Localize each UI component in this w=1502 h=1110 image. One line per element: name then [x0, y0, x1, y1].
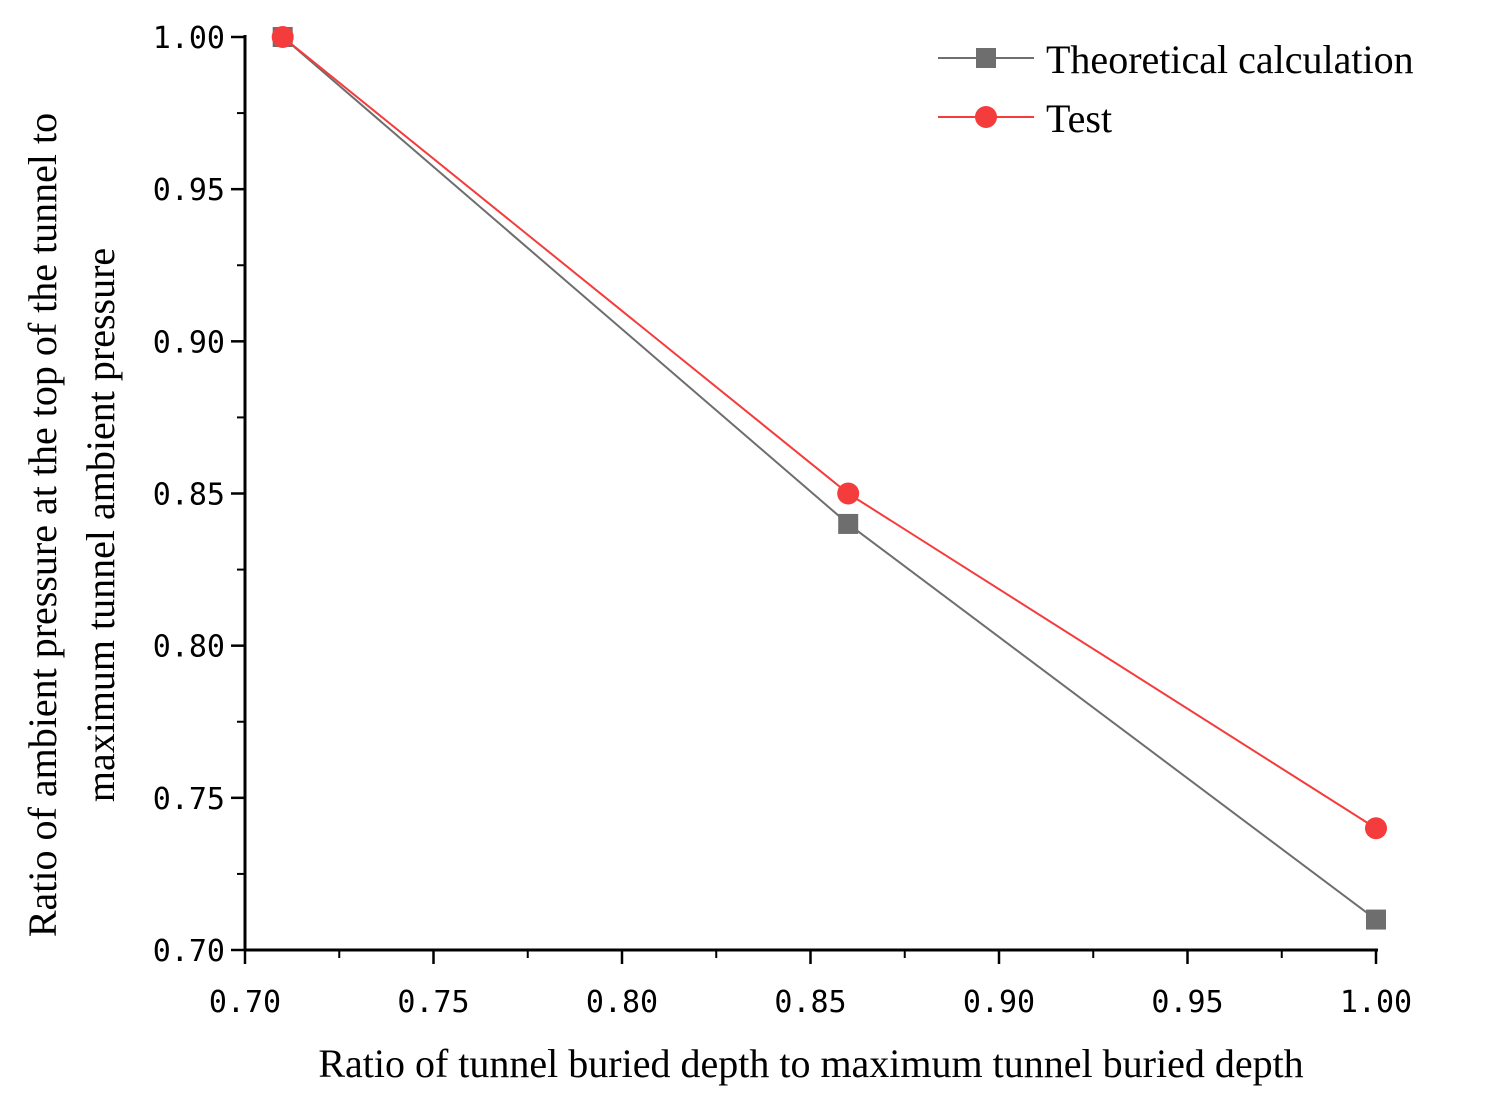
legend-square-marker-icon — [976, 48, 996, 68]
data-point-square — [838, 513, 859, 534]
series-layer — [271, 26, 1387, 930]
x-tick-label: 0.80 — [586, 985, 658, 1020]
y-tick-label: 0.80 — [153, 630, 225, 665]
axis-ticks — [231, 35, 1378, 964]
x-axis-title: Ratio of tunnel buried depth to maximum … — [318, 1041, 1303, 1086]
legend-label-theoretical: Theoretical calculation — [1046, 37, 1414, 82]
series-line — [282, 36, 1377, 830]
legend-circle-marker-icon — [975, 106, 997, 128]
y-tick-label: 0.90 — [153, 325, 225, 360]
data-point-circle — [837, 482, 860, 505]
legend-item-theoretical: Theoretical calculation — [938, 37, 1414, 82]
x-tick-label: 0.95 — [1151, 985, 1223, 1020]
x-tick-labels: 0.70 0.75 0.80 0.85 0.90 0.95 1.00 — [209, 985, 1412, 1020]
series-test — [271, 26, 1387, 840]
legend: Theoretical calculation Test — [938, 37, 1414, 141]
y-tick-labels: 0.70 0.75 0.80 0.85 0.90 0.95 1.00 — [153, 21, 225, 969]
data-point-circle — [271, 26, 294, 48]
y-tick-label: 0.70 — [153, 934, 225, 969]
data-point-square — [1366, 909, 1386, 930]
y-axis-title-line-2: maximum tunnel ambient pressure — [78, 248, 123, 802]
y-tick-label: 0.75 — [153, 782, 225, 817]
legend-label-test: Test — [1046, 96, 1112, 141]
y-tick-label: 0.85 — [153, 478, 225, 513]
x-tick-label: 0.70 — [209, 985, 281, 1020]
data-point-circle — [1365, 817, 1387, 840]
x-tick-label: 0.85 — [774, 985, 846, 1020]
x-tick-label: 0.90 — [963, 985, 1035, 1020]
x-tick-label: 1.00 — [1340, 985, 1412, 1020]
y-axis-title-line-1: Ratio of ambient pressure at the top of … — [20, 113, 65, 937]
legend-item-test: Test — [938, 96, 1112, 141]
x-tick-label: 0.75 — [397, 985, 469, 1020]
y-tick-label: 0.95 — [153, 173, 225, 208]
y-tick-label: 1.00 — [153, 21, 225, 56]
y-axis-title: Ratio of ambient pressure at the top of … — [20, 113, 123, 937]
